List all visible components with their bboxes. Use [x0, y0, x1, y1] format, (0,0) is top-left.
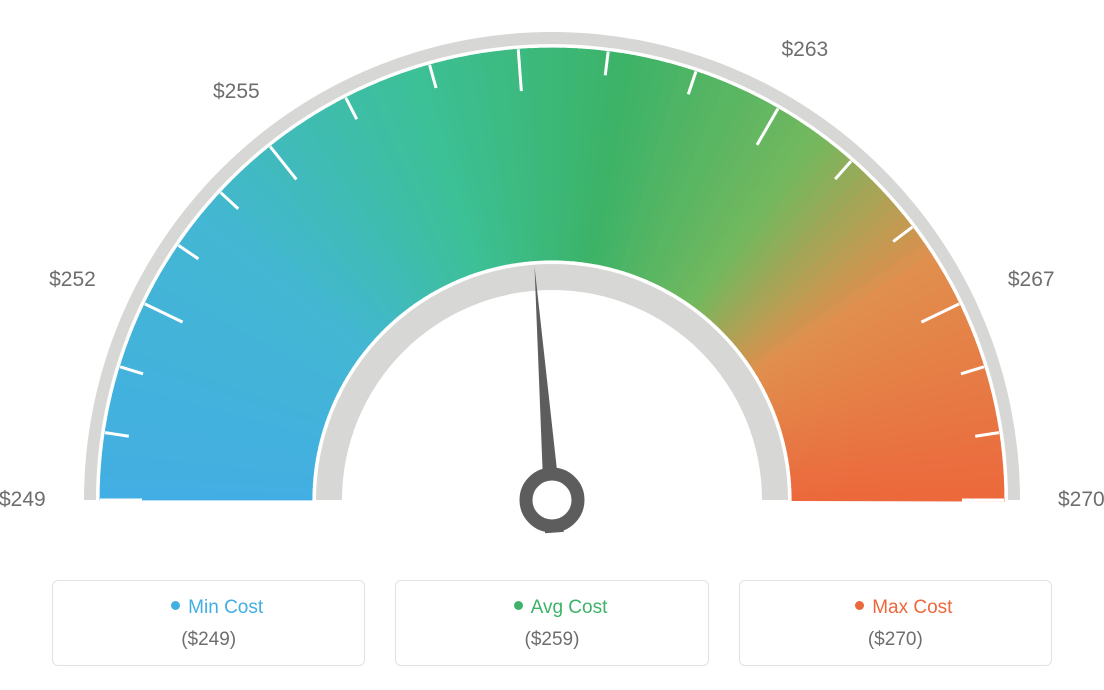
gauge-tick-label: $255 [213, 80, 260, 104]
legend-card-avg: Avg Cost ($259) [395, 580, 708, 666]
legend-title-max: Max Cost [740, 597, 1051, 619]
legend-card-min: Min Cost ($249) [52, 580, 365, 666]
legend-title-avg: Avg Cost [396, 597, 707, 619]
legend-dot-icon [514, 601, 523, 610]
gauge-tick-label: $267 [1008, 268, 1055, 292]
legend-row: Min Cost ($249) Avg Cost ($259) Max Cost ($27… [52, 580, 1052, 666]
gauge-tick-label: $263 [782, 38, 829, 62]
legend-title-min: Min Cost [53, 597, 364, 619]
gauge-tick-label: $270 [1058, 488, 1104, 512]
gauge-tick-label: $252 [49, 268, 96, 292]
legend-value-min: ($249) [53, 629, 364, 651]
legend-dot-icon [171, 601, 180, 610]
legend-card-max: Max Cost ($270) [739, 580, 1052, 666]
gauge-tick-label: $249 [0, 488, 46, 512]
cost-gauge: $249$252$255$259$263$267$270 [0, 0, 1104, 560]
legend-value-max: ($270) [740, 629, 1051, 651]
legend-value-avg: ($259) [396, 629, 707, 651]
legend-dot-icon [855, 601, 864, 610]
